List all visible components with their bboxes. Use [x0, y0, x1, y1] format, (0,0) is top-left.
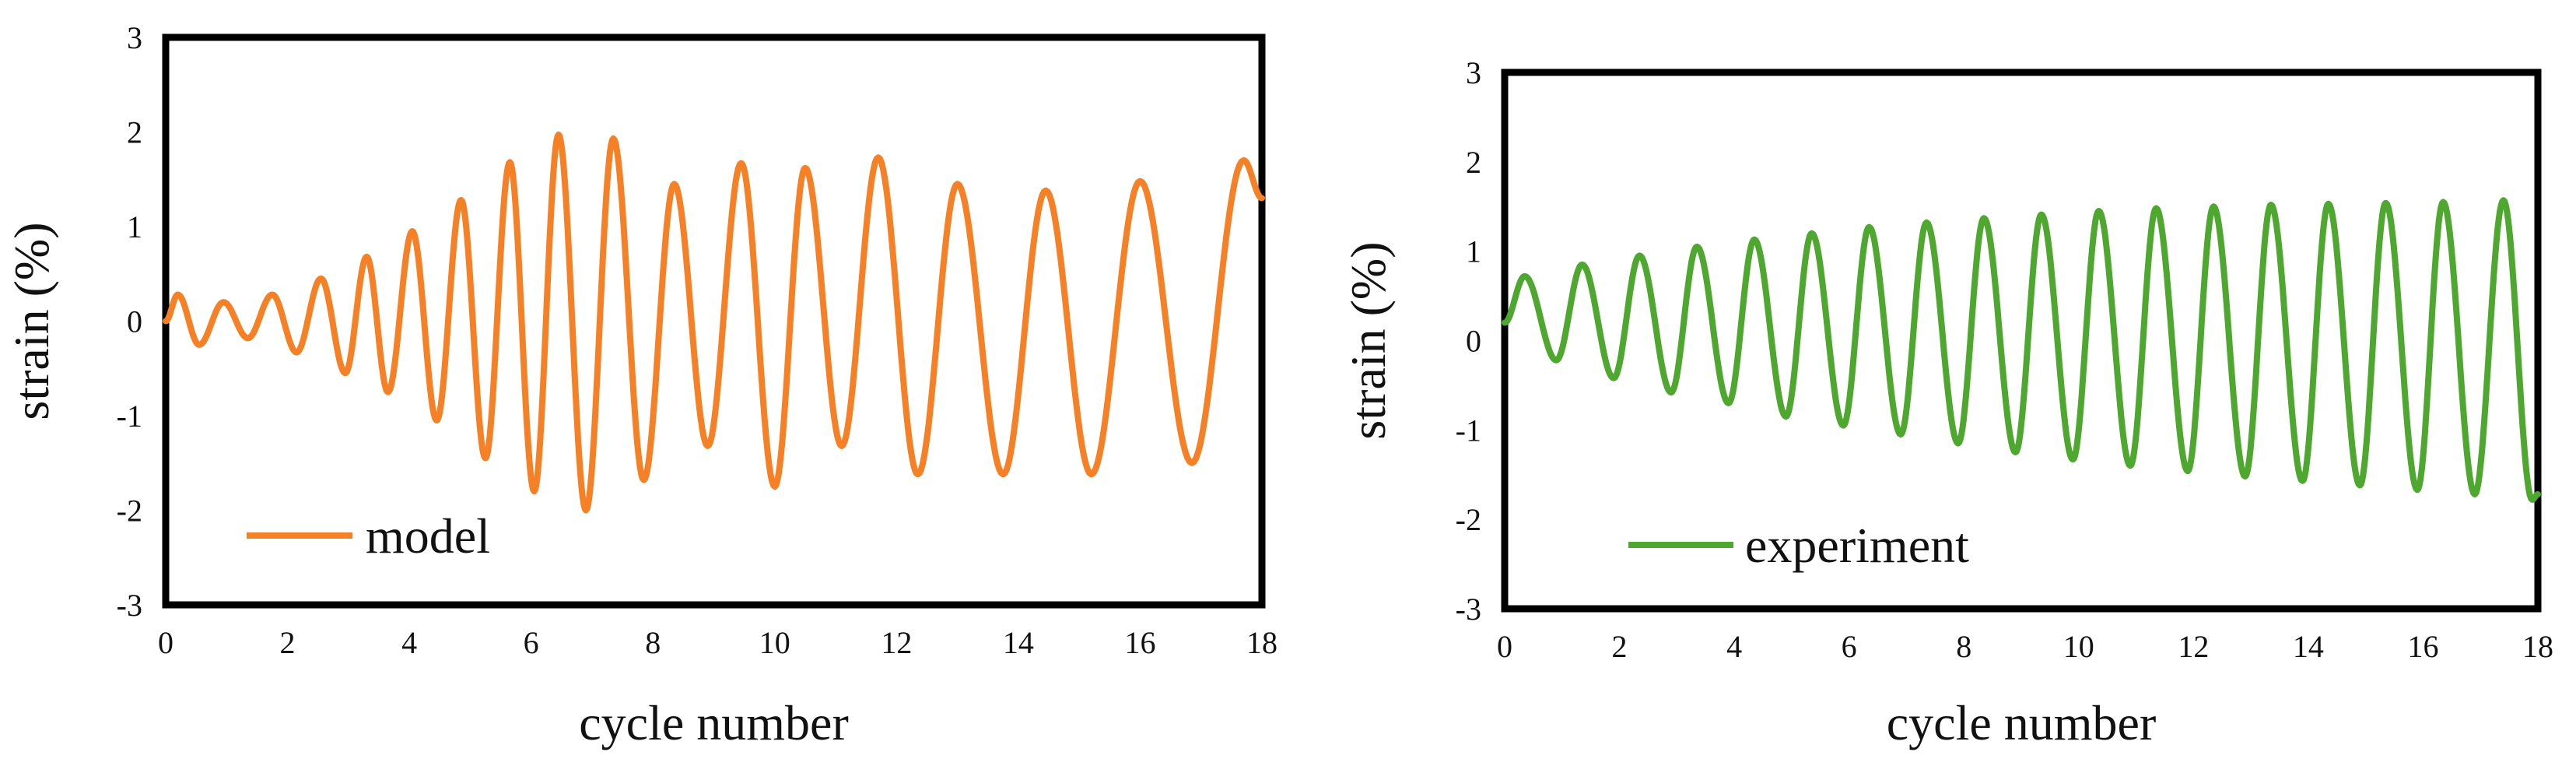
x-tick-label: 6 [524, 625, 539, 660]
x-tick-label: 0 [158, 625, 173, 660]
x-tick-label: 8 [645, 625, 661, 660]
x-tick-label: 18 [2522, 629, 2553, 664]
y-tick-label: 1 [1466, 234, 1481, 269]
x-tick-label: 8 [1956, 629, 1971, 664]
x-tick-label: 16 [1124, 625, 1155, 660]
y-tick-label: -2 [1456, 502, 1481, 537]
y-axis-title: strain (%) [1341, 241, 1396, 439]
x-tick-label: 4 [401, 625, 417, 660]
y-tick-label: 2 [127, 115, 142, 150]
y-tick-label: -3 [117, 588, 142, 623]
x-tick-label: 10 [2063, 629, 2094, 664]
x-tick-label: 16 [2407, 629, 2438, 664]
x-tick-label: 14 [1003, 625, 1034, 660]
y-tick-label: 0 [127, 304, 142, 339]
x-axis-title: cycle number [1887, 695, 2157, 750]
y-tick-label: -2 [117, 494, 142, 529]
y-tick-label: -1 [1456, 413, 1481, 448]
legend-label: experiment [1745, 518, 1969, 573]
x-tick-label: 18 [1246, 625, 1277, 660]
y-tick-label: 0 [1466, 324, 1481, 359]
x-tick-label: 14 [2293, 629, 2324, 664]
x-tick-label: 2 [1612, 629, 1628, 664]
y-tick-label: 2 [1466, 145, 1481, 180]
series-line-model [163, 132, 1265, 514]
x-tick-label: 12 [881, 625, 912, 660]
plot-frame [1501, 69, 2542, 613]
y-tick-label: 3 [1466, 55, 1481, 90]
y-tick-label: -3 [1456, 592, 1481, 627]
x-tick-label: 2 [280, 625, 296, 660]
x-tick-label: 12 [2178, 629, 2209, 664]
y-tick-label: 3 [127, 20, 142, 55]
y-tick-label: 1 [127, 209, 142, 244]
x-tick-label: 10 [759, 625, 790, 660]
x-tick-label: 4 [1726, 629, 1742, 664]
y-tick-label: -1 [117, 399, 142, 434]
x-tick-label: 0 [1497, 629, 1512, 664]
x-tick-label: 6 [1842, 629, 1857, 664]
legend-label: model [366, 508, 490, 564]
y-axis-title: strain (%) [4, 222, 59, 420]
x-axis-title: cycle number [579, 695, 849, 750]
series-line-experiment [1502, 197, 2541, 503]
